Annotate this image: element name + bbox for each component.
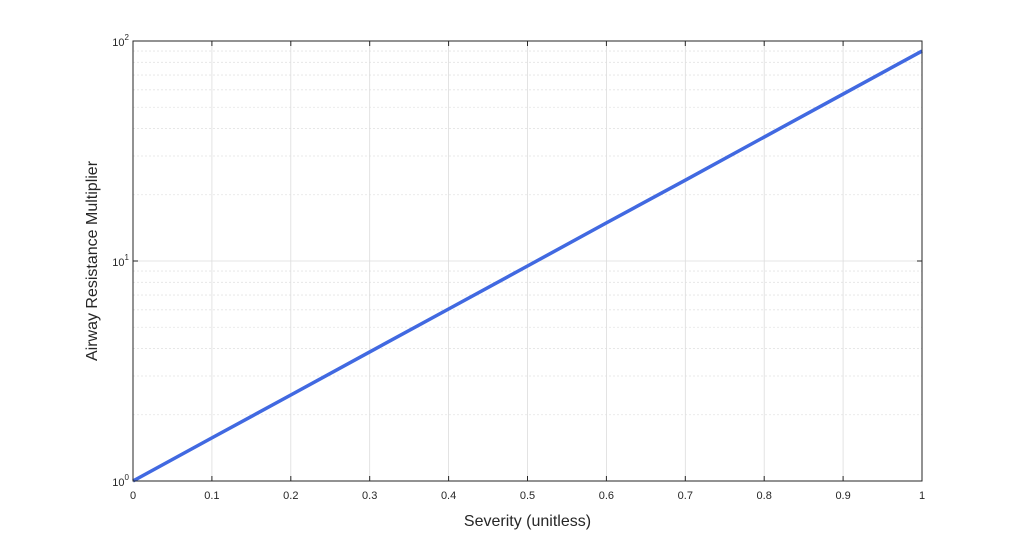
y-tick-label: 101 [112, 253, 129, 269]
series-line [132, 49, 923, 483]
x-tick-label: 0.5 [520, 490, 535, 502]
x-tick-label: 0.8 [757, 490, 772, 502]
x-tick-label: 0.6 [599, 490, 614, 502]
x-axis-label: Severity (unitless) [464, 513, 591, 530]
x-tick-label: 0.2 [283, 490, 298, 502]
x-tick-label: 0 [130, 490, 136, 502]
x-tick-label: 0.3 [362, 490, 377, 502]
x-tick-label: 0.4 [441, 490, 456, 502]
y-axis-label: Airway Resistance Multiplier [84, 160, 101, 361]
series-layer [132, 49, 923, 483]
x-tick-label: 0.1 [204, 490, 219, 502]
minor-grid [133, 50, 922, 416]
tick-marks [132, 40, 923, 482]
x-tick-label: 0.9 [835, 490, 850, 502]
x-tick-label: 1 [919, 490, 925, 502]
y-tick-labels: 100 101 102 [112, 33, 129, 489]
x-tick-labels: 0 0.1 0.2 0.3 0.4 0.5 0.6 0.7 0.8 0.9 1 [130, 490, 925, 502]
y-tick-label: 102 [112, 33, 129, 49]
x-tick-label: 0.7 [678, 490, 693, 502]
y-tick-label: 100 [112, 473, 129, 489]
